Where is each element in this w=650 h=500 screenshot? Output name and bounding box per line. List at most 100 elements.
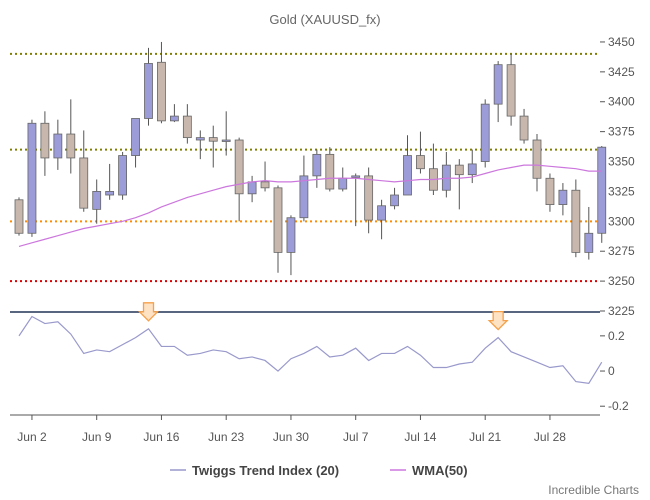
y-tick-label: 3400 xyxy=(608,95,635,109)
candle xyxy=(92,179,102,224)
candle xyxy=(169,104,179,123)
signal-arrow xyxy=(487,310,509,331)
y-tick-label: 3375 xyxy=(608,125,635,139)
x-tick-label: Jun 30 xyxy=(273,430,309,444)
candle-body xyxy=(221,139,231,142)
candle xyxy=(325,147,335,192)
candle xyxy=(545,173,555,212)
candle-body xyxy=(597,146,607,234)
x-tick-label: Jul 21 xyxy=(469,430,501,444)
candle xyxy=(506,53,516,126)
candle xyxy=(480,99,490,168)
x-tick-label: Jun 16 xyxy=(143,430,179,444)
candle-body xyxy=(53,133,63,159)
y-tick-label: 3225 xyxy=(608,304,635,318)
candle-body xyxy=(403,155,412,196)
candle xyxy=(338,167,348,192)
candle xyxy=(597,145,607,243)
candle xyxy=(299,155,309,222)
candle-body xyxy=(157,61,166,122)
candle-body xyxy=(66,133,76,159)
candle xyxy=(27,119,37,237)
y-tick-label: 3350 xyxy=(608,155,635,169)
candle-body xyxy=(247,181,257,195)
candle-body xyxy=(79,157,89,209)
candle-body xyxy=(40,122,50,159)
indicator-y-tick-label: 0.2 xyxy=(608,329,625,343)
candle xyxy=(377,199,387,240)
candle-body xyxy=(584,232,594,253)
y-tick-label: 3325 xyxy=(608,184,635,198)
candle xyxy=(454,159,464,210)
candle xyxy=(157,41,166,124)
candle xyxy=(260,161,270,192)
candle-body xyxy=(416,155,425,170)
candle-body xyxy=(351,175,361,178)
candle-body xyxy=(558,189,568,205)
candle xyxy=(79,130,89,212)
x-tick-label: Jun 23 xyxy=(208,430,244,444)
candle-body xyxy=(286,217,296,253)
candle-body xyxy=(299,175,309,219)
candle xyxy=(428,143,438,196)
candle xyxy=(558,183,568,216)
candle-body xyxy=(338,177,348,190)
candle-body xyxy=(208,137,218,142)
candle-body xyxy=(260,181,270,189)
candle xyxy=(221,111,231,156)
y-tick-label: 3250 xyxy=(608,274,635,288)
candle xyxy=(53,119,63,170)
candle xyxy=(40,111,50,176)
candle xyxy=(234,137,244,222)
legend-label-twiggs: Twiggs Trend Index (20) xyxy=(192,463,339,478)
legend-item-twiggs[interactable]: Twiggs Trend Index (20) xyxy=(170,463,339,478)
candle xyxy=(441,151,451,198)
candle xyxy=(364,167,374,234)
candle-body xyxy=(493,64,503,105)
x-tick-label: Jul 14 xyxy=(404,430,436,444)
candle xyxy=(273,185,283,273)
candle xyxy=(403,135,412,196)
candle xyxy=(519,108,529,144)
x-tick-label: Jun 9 xyxy=(82,430,112,444)
candle xyxy=(144,47,153,126)
wma-line xyxy=(18,164,602,248)
watermark: Incredible Charts xyxy=(548,483,639,497)
candle xyxy=(247,175,257,203)
candle xyxy=(532,134,542,192)
candle xyxy=(182,104,192,144)
legend: Twiggs Trend Index (20) WMA(50) xyxy=(170,463,468,478)
legend-label-wma: WMA(50) xyxy=(412,463,468,478)
candle xyxy=(493,61,503,123)
candle-body xyxy=(519,115,529,141)
candle xyxy=(118,151,127,200)
candle-body xyxy=(27,122,37,234)
candle-body xyxy=(118,155,127,196)
indicator-y-tick-label: 0 xyxy=(608,364,615,378)
x-tick-label: Jun 2 xyxy=(17,430,47,444)
candle xyxy=(131,118,140,168)
twiggs-trend-line xyxy=(18,315,603,384)
legend-item-wma[interactable]: WMA(50) xyxy=(390,463,468,478)
y-tick-label: 3300 xyxy=(608,214,635,228)
candle-body xyxy=(571,189,581,253)
candle-body xyxy=(532,139,542,179)
candle xyxy=(105,163,115,200)
candle xyxy=(351,173,361,227)
candle-body xyxy=(545,177,555,205)
candle-body xyxy=(273,187,283,253)
candle xyxy=(571,179,581,258)
x-tick-label: Jul 7 xyxy=(343,430,369,444)
chart-title: Gold (XAUUSD_fx) xyxy=(269,12,380,27)
candle-body xyxy=(105,191,115,196)
candle-body xyxy=(234,139,244,195)
candle-body xyxy=(377,205,387,221)
candle-body xyxy=(312,153,322,177)
candle-body xyxy=(144,63,153,119)
y-tick-label: 3275 xyxy=(608,244,635,258)
candle-body xyxy=(467,163,477,176)
indicator-panel: -0.2 0 0.2 xyxy=(18,302,629,413)
candle xyxy=(467,149,477,184)
candle xyxy=(584,206,594,260)
